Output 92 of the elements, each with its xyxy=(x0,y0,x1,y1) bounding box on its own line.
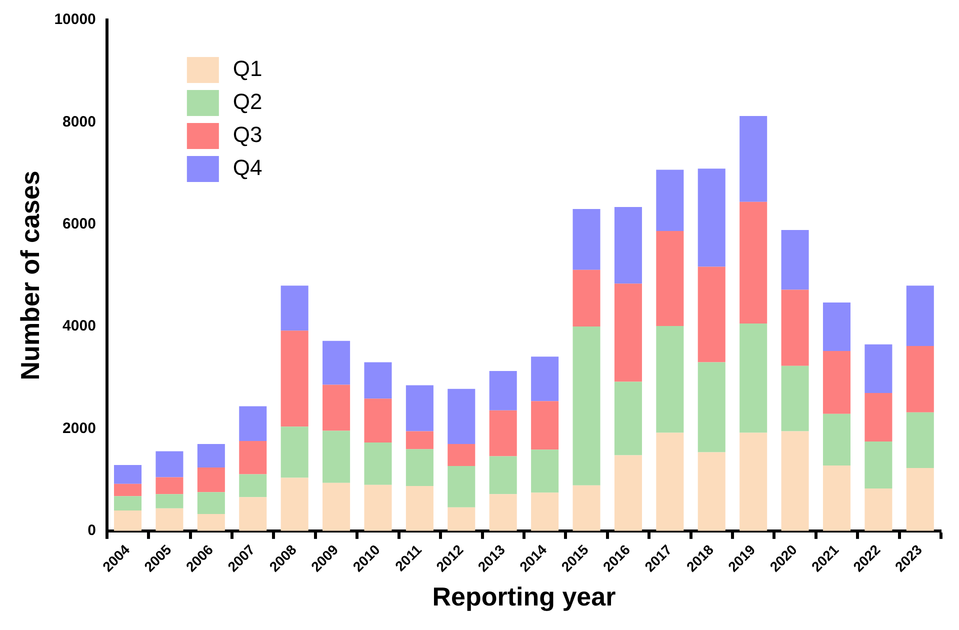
bar xyxy=(531,450,559,493)
bar xyxy=(740,116,768,202)
bar xyxy=(322,482,350,531)
bar xyxy=(448,444,476,466)
bar xyxy=(656,231,684,326)
bar xyxy=(614,382,642,456)
bar xyxy=(864,344,892,393)
bar xyxy=(781,431,809,531)
bar xyxy=(406,486,434,531)
legend-label: Q2 xyxy=(232,89,262,114)
bar xyxy=(489,410,517,456)
bar xyxy=(406,385,434,432)
bar xyxy=(656,432,684,531)
bar xyxy=(864,441,892,488)
bar xyxy=(698,452,726,531)
bar xyxy=(489,494,517,531)
bar xyxy=(448,507,476,531)
legend-label: Q3 xyxy=(232,122,262,148)
bar xyxy=(114,496,142,510)
bar xyxy=(322,430,350,483)
bar xyxy=(781,366,809,432)
bar xyxy=(489,456,517,494)
bar xyxy=(822,414,850,466)
bar xyxy=(572,485,600,531)
bar xyxy=(114,484,142,496)
bar xyxy=(114,510,142,531)
x-axis-title: Reporting year xyxy=(432,582,616,612)
bar xyxy=(280,426,308,478)
bar xyxy=(656,170,684,231)
bar xyxy=(822,466,850,531)
bar xyxy=(156,508,184,531)
y-tick-label: 8000 xyxy=(62,113,96,130)
y-tick-label: 4000 xyxy=(62,318,96,335)
bar xyxy=(822,302,850,352)
bar xyxy=(906,468,934,531)
bar xyxy=(448,466,476,508)
bar xyxy=(239,406,267,441)
legend-label: Q1 xyxy=(232,56,262,82)
bar xyxy=(322,384,350,431)
bar xyxy=(740,323,768,433)
bar xyxy=(698,266,726,362)
bar xyxy=(822,351,850,414)
bar xyxy=(906,412,934,468)
bar xyxy=(531,401,559,450)
bar xyxy=(280,286,308,331)
bar xyxy=(280,330,308,427)
bar xyxy=(489,370,517,410)
bar xyxy=(740,432,768,531)
bar xyxy=(280,478,308,531)
y-tick-label: 6000 xyxy=(62,216,96,232)
bar xyxy=(572,326,600,486)
bar xyxy=(448,388,476,444)
bar xyxy=(156,477,184,494)
legend-label: Q4 xyxy=(232,155,262,180)
bar xyxy=(614,284,642,382)
bar xyxy=(656,326,684,433)
bar xyxy=(864,488,892,531)
bar xyxy=(531,492,559,531)
bar xyxy=(572,270,600,327)
bar xyxy=(698,362,726,452)
bar xyxy=(864,392,892,442)
bar xyxy=(614,455,642,531)
bar xyxy=(197,514,225,531)
bar xyxy=(197,468,225,492)
bar xyxy=(364,398,392,443)
bar xyxy=(197,492,225,514)
bar xyxy=(906,346,934,412)
y-axis-title: Number of cases xyxy=(14,170,45,380)
bar xyxy=(156,494,184,508)
bar xyxy=(364,362,392,399)
bar xyxy=(364,484,392,531)
bar xyxy=(906,286,934,346)
bar xyxy=(781,230,809,290)
bar xyxy=(239,474,267,498)
y-tick-label: 0 xyxy=(88,522,96,540)
bar xyxy=(406,449,434,486)
bar xyxy=(572,209,600,270)
bar xyxy=(322,340,350,385)
bar xyxy=(239,497,267,531)
bar xyxy=(698,168,726,267)
y-tick-label: 2000 xyxy=(62,420,96,437)
bar xyxy=(614,206,642,284)
bar xyxy=(406,431,434,450)
bar xyxy=(740,202,768,324)
bar xyxy=(197,444,225,468)
bar xyxy=(156,451,184,478)
bar xyxy=(114,464,142,484)
bar xyxy=(531,356,559,402)
bar xyxy=(781,290,809,366)
bar xyxy=(364,442,392,485)
bar xyxy=(239,440,267,474)
y-tick-label: 10000 xyxy=(54,11,96,28)
